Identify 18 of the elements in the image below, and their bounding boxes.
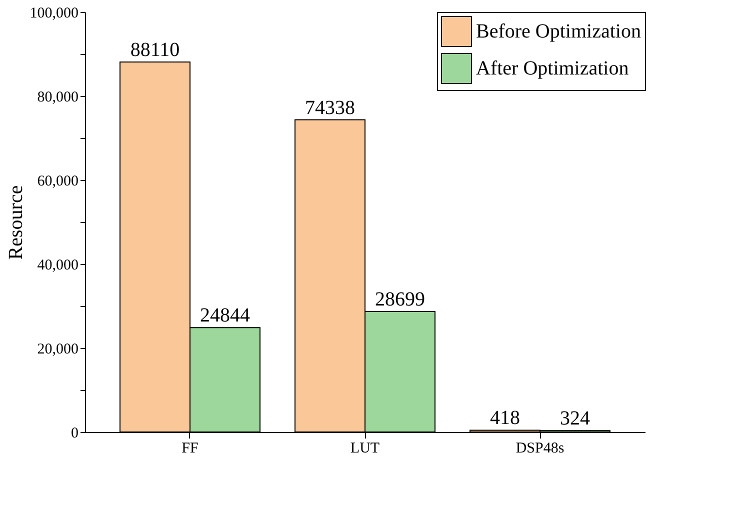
y-tick-label: 0 xyxy=(71,426,78,442)
x-tick-label: DSP48s xyxy=(516,440,564,456)
legend-label: After Optimization xyxy=(476,58,629,80)
y-axis-title: Resource xyxy=(4,185,27,260)
y-tick-label: 40,000 xyxy=(37,258,78,274)
data-label: 88110 xyxy=(130,38,180,61)
y-tick-label: 80,000 xyxy=(37,90,78,106)
data-label: 324 xyxy=(560,408,590,430)
y-tick-label: 100,000 xyxy=(30,6,78,22)
y-tick-label: 60,000 xyxy=(37,174,78,190)
data-label: 24844 xyxy=(200,304,250,327)
x-tick-label: FF xyxy=(182,440,198,456)
data-label: 28699 xyxy=(375,288,425,310)
legend-label: Before Optimization xyxy=(476,20,641,42)
data-label: 74338 xyxy=(305,96,355,119)
data-label: 418 xyxy=(490,407,520,430)
text: 20,000 xyxy=(37,342,78,358)
x-tick-label: LUT xyxy=(350,440,380,456)
